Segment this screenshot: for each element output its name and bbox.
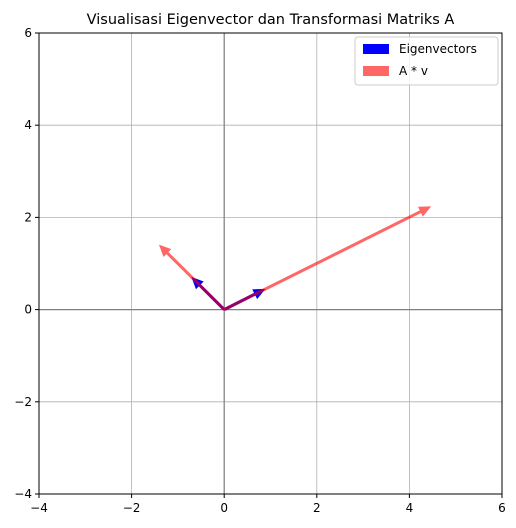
- y-tick-label: 0: [24, 303, 32, 317]
- legend-label-eigenvectors: Eigenvectors: [399, 42, 477, 56]
- x-tick-label: 6: [498, 501, 506, 515]
- y-tick-label: 6: [24, 26, 32, 40]
- transformed-vector-arrow-1: [158, 244, 226, 311]
- y-tick-label: 2: [24, 210, 32, 224]
- legend: Eigenvectors A * v: [354, 36, 499, 86]
- legend-swatch-transformed: [363, 66, 389, 76]
- legend-label-transformed: A * v: [399, 64, 428, 78]
- legend-box: [354, 36, 499, 86]
- y-tick-label: 4: [24, 118, 32, 132]
- x-tick-label: 2: [313, 501, 321, 515]
- ticks-layer: −4 −2 0 2 4 6 −4 −2 0 2 4 6: [14, 26, 506, 515]
- y-tick-label: −4: [14, 487, 32, 501]
- zero-lines: [39, 33, 502, 494]
- transformed-vector-arrow-0: [223, 206, 432, 311]
- legend-swatch-eigenvectors: [363, 44, 389, 54]
- y-tick-label: −2: [14, 395, 32, 409]
- x-tick-label: 0: [220, 501, 228, 515]
- plot-frame: [38, 32, 503, 495]
- x-tick-label: 4: [406, 501, 414, 515]
- chart-title: Visualisasi Eigenvector dan Transformasi…: [87, 12, 455, 28]
- x-tick-label: −4: [30, 501, 48, 515]
- vectors-layer: [158, 206, 432, 311]
- x-tick-label: −2: [123, 501, 141, 515]
